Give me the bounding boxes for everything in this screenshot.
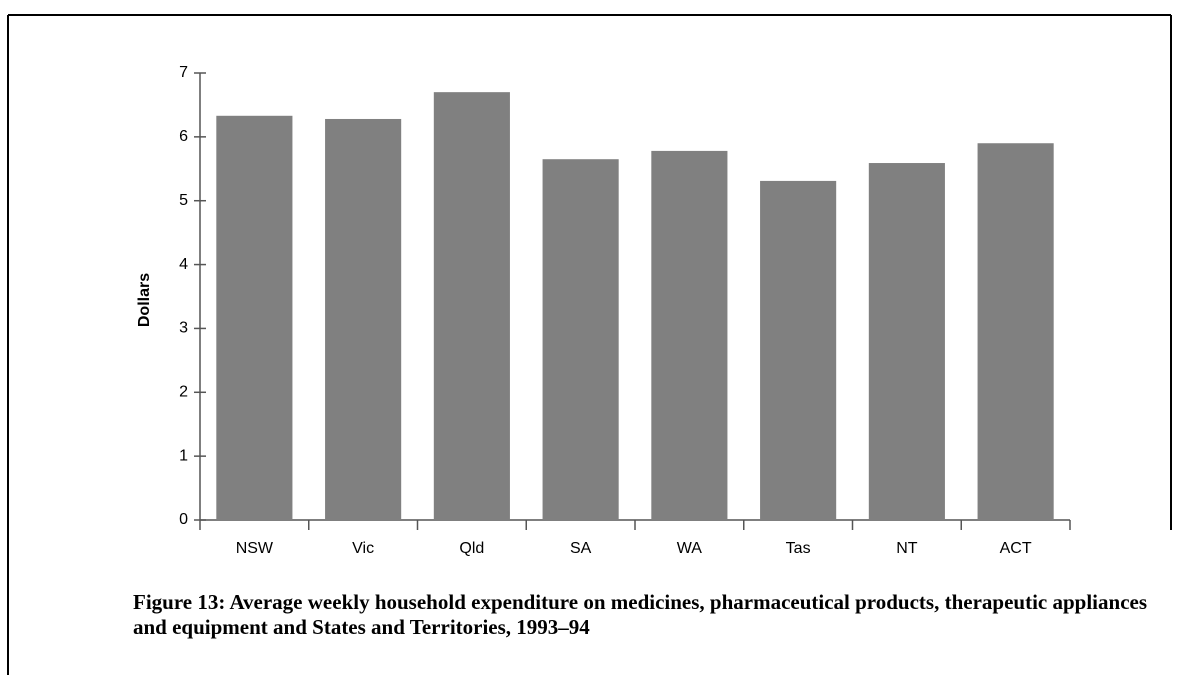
bar bbox=[542, 159, 619, 520]
bar bbox=[977, 143, 1054, 520]
y-tick-label: 5 bbox=[179, 192, 188, 209]
x-tick-label: Tas bbox=[786, 540, 811, 557]
x-tick-label: SA bbox=[570, 540, 592, 557]
y-tick-label: 3 bbox=[179, 320, 188, 337]
bar bbox=[651, 150, 728, 521]
y-tick-label: 2 bbox=[179, 384, 188, 401]
y-tick-label: 0 bbox=[179, 511, 188, 528]
bar bbox=[868, 163, 945, 520]
x-tick-label: NSW bbox=[236, 540, 274, 557]
y-tick-label: 7 bbox=[179, 64, 188, 81]
bar bbox=[216, 115, 293, 520]
x-tick-label: ACT bbox=[1000, 540, 1032, 557]
y-axis-label: Dollars bbox=[136, 273, 153, 327]
bar bbox=[760, 180, 837, 520]
caption: Figure 13: Average weekly household expe… bbox=[133, 590, 1148, 639]
y-tick-label: 4 bbox=[179, 256, 188, 273]
bar bbox=[325, 118, 402, 520]
x-tick-label: Qld bbox=[459, 540, 484, 557]
bar bbox=[433, 92, 510, 521]
x-tick-label: WA bbox=[677, 540, 703, 557]
x-tick-label: Vic bbox=[352, 540, 374, 557]
y-tick-label: 6 bbox=[179, 128, 188, 145]
x-tick-label: NT bbox=[896, 540, 918, 557]
y-tick-label: 1 bbox=[179, 447, 188, 464]
